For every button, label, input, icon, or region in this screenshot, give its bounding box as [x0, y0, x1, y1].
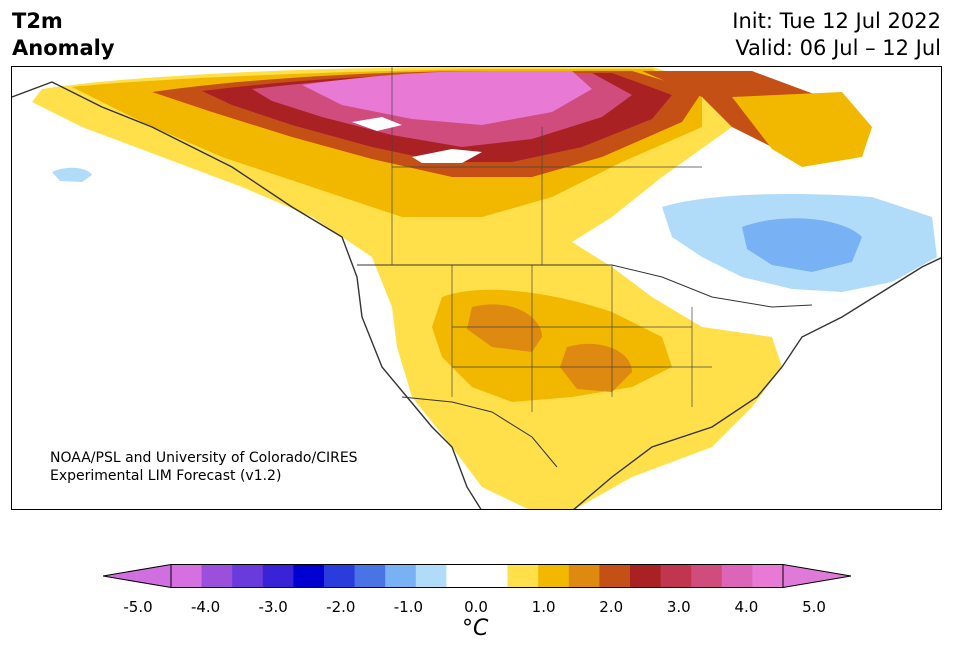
anomaly-map: NOAA/PSL and University of Colorado/CIRE… — [11, 66, 942, 510]
colorbar-tick-label: 0.0 — [464, 598, 488, 616]
colorbar-swatch — [538, 564, 570, 588]
colorbar-swatch — [293, 564, 325, 588]
colorbar-tick-label: -2.0 — [326, 598, 356, 616]
colorbar-swatch — [385, 564, 417, 588]
colorbar-tick-label: -5.0 — [123, 598, 153, 616]
colorbar-swatch — [721, 564, 753, 588]
colorbar-swatch — [660, 564, 692, 588]
colorbar-swatch — [691, 564, 723, 588]
anomaly-region-cool-2 — [742, 218, 862, 272]
map-canvas — [12, 67, 941, 509]
valid-range: Valid: 06 Jul – 12 Jul — [735, 36, 941, 60]
country-border-us-mexico — [401, 396, 558, 468]
colorbar-swatch — [354, 564, 386, 588]
colorbar-swatch — [324, 564, 356, 588]
colorbar-swatch — [232, 564, 264, 588]
country-border-canada-us — [357, 264, 813, 308]
colorbar-tick-label: -3.0 — [258, 598, 288, 616]
colorbar-tick-label: 4.0 — [734, 598, 759, 616]
credit-line-1: NOAA/PSL and University of Colorado/CIRE… — [50, 450, 358, 466]
colorbar-swatch — [507, 564, 539, 588]
anomaly-region-warm-ne — [732, 92, 872, 167]
colorbar-swatch — [599, 564, 631, 588]
anomaly-region-hot-4 — [302, 71, 592, 125]
colorbar-swatch — [201, 564, 233, 588]
colorbar-swatch — [752, 564, 784, 588]
anomaly-region-warm-1 — [32, 67, 782, 509]
colorbar-tick-label: 2.0 — [599, 598, 624, 616]
credit-text: NOAA/PSL and University of Colorado/CIRE… — [50, 449, 358, 485]
state-borders — [391, 67, 712, 412]
hudson-bay-ice — [352, 117, 482, 163]
colorbar-swatch — [630, 564, 662, 588]
anomaly-region-cool-west — [52, 167, 92, 182]
colorbar-tick-label: 5.0 — [802, 598, 826, 616]
title-subtitle: Anomaly — [12, 36, 115, 60]
colorbar-extend-low — [103, 564, 172, 588]
title-variable: T2m — [12, 9, 63, 33]
colorbar-outline — [170, 564, 784, 588]
coastline — [12, 81, 941, 509]
colorbar-unit: °C — [462, 616, 489, 641]
colorbar-swatch — [568, 564, 600, 588]
colorbar-swatch — [171, 564, 203, 588]
colorbar-swatch — [477, 564, 509, 588]
init-date: Init: Tue 12 Jul 2022 — [732, 9, 941, 33]
map-title: T2m Anomaly — [12, 8, 115, 62]
credit-line-2: Experimental LIM Forecast (v1.2) — [50, 468, 282, 484]
colorbar-tick-labels: -5.0 -4.0 -3.0 -2.0 -1.0 0.0 1.0 2.0 3.0 4.0 5.0 — [0, 598, 953, 618]
colorbar-swatches — [171, 564, 784, 588]
colorbar-swatch — [446, 564, 478, 588]
colorbar-tick-label: -4.0 — [190, 598, 221, 616]
colorbar — [103, 564, 851, 588]
colorbar-tick-label: -1.0 — [393, 598, 424, 616]
colorbar-tick-label: 3.0 — [666, 598, 691, 616]
colorbar-swatch — [415, 564, 447, 588]
anomaly-region-warm-3b — [560, 343, 632, 392]
colorbar-swatch — [262, 564, 294, 588]
colorbar-tick-label: 1.0 — [531, 598, 556, 616]
forecast-dates: Init: Tue 12 Jul 2022 Valid: 06 Jul – 12… — [732, 8, 941, 62]
anomaly-region-warm-3 — [467, 304, 542, 352]
colorbar-extend-high — [782, 564, 851, 588]
